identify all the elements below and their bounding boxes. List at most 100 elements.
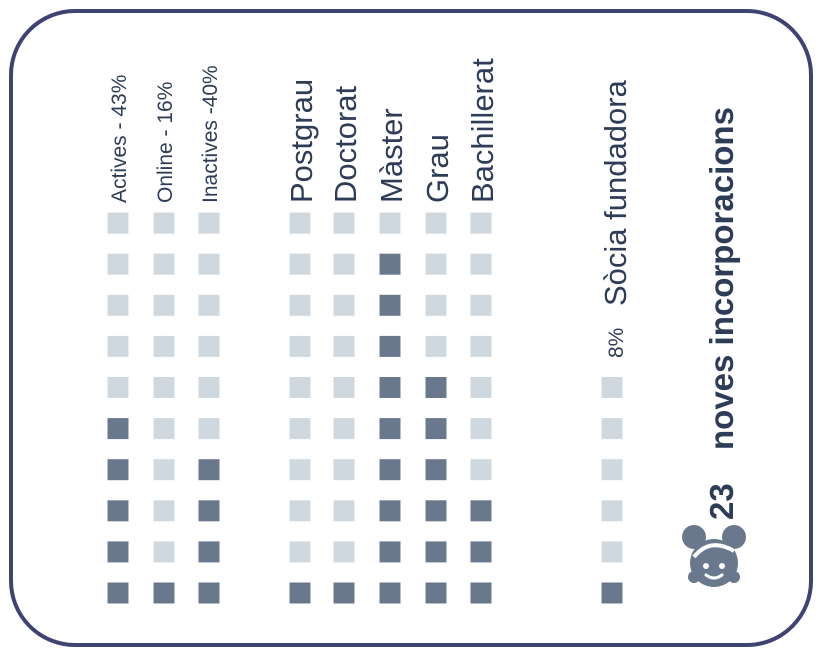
waffle-cell <box>289 541 311 563</box>
waffle-cell <box>107 335 129 357</box>
waffle-cell <box>107 500 129 522</box>
waffle-cell <box>470 253 492 275</box>
waffle-cells <box>107 212 623 604</box>
waffle-cell <box>333 541 355 563</box>
waffle-cell <box>153 377 175 398</box>
waffle-cell <box>289 335 311 357</box>
waffle-cell <box>470 212 492 234</box>
waffle-cell <box>470 459 492 481</box>
chart-title: noves incorporacions <box>703 107 740 450</box>
waffle-cell <box>107 459 129 481</box>
waffle-cell <box>333 253 355 275</box>
series-label: Grau <box>420 134 455 203</box>
waffle-cell <box>289 500 311 522</box>
waffle-cell <box>153 253 175 275</box>
waffle-cell <box>198 459 220 481</box>
waffle-cell <box>470 582 492 604</box>
waffle-cell <box>107 377 129 398</box>
waffle-cell <box>153 418 175 440</box>
waffle-cell <box>153 459 175 481</box>
waffle-cell <box>198 377 220 398</box>
waffle-cell <box>601 418 623 440</box>
waffle-cell <box>198 541 220 563</box>
waffle-cell <box>425 418 447 440</box>
waffle-cell <box>379 418 401 440</box>
waffle-cell <box>425 500 447 522</box>
waffle-cell <box>425 459 447 481</box>
waffle-cell <box>198 500 220 522</box>
waffle-cell <box>107 541 129 563</box>
waffle-cell <box>107 418 129 440</box>
waffle-cell <box>470 335 492 357</box>
waffle-cell <box>289 377 311 398</box>
series-label: Actives - 43% <box>108 75 131 203</box>
waffle-cell <box>470 377 492 398</box>
waffle-cell <box>198 212 220 234</box>
series-label: Sòcia fundadora <box>598 79 633 306</box>
waffle-cell <box>425 541 447 563</box>
waffle-cell <box>425 212 447 234</box>
waffle-cell <box>379 294 401 316</box>
waffle-cell <box>289 294 311 316</box>
waffle-cell <box>153 294 175 316</box>
waffle-cell <box>333 582 355 604</box>
waffle-cell <box>379 253 401 275</box>
waffle-cell <box>107 294 129 316</box>
waffle-cell <box>425 335 447 357</box>
waffle-cell <box>601 459 623 481</box>
waffle-cell <box>470 418 492 440</box>
series-label: Doctorat <box>328 85 363 203</box>
waffle-cell <box>601 541 623 563</box>
series-label: Màster <box>374 108 409 203</box>
waffle-cell <box>107 582 129 604</box>
waffle-cell <box>107 253 129 275</box>
series-label: Online - 16% <box>154 82 177 203</box>
series-label: Inactives -40% <box>199 65 222 203</box>
waffle-cell <box>289 212 311 234</box>
waffle-cell <box>289 253 311 275</box>
waffle-cell <box>153 541 175 563</box>
waffle-cell <box>198 253 220 275</box>
waffle-cell <box>333 377 355 398</box>
waffle-cell <box>333 335 355 357</box>
series-percent: 8% <box>605 328 628 358</box>
waffle-cell <box>333 418 355 440</box>
series-labels: Actives - 43% Online - 16% Inactives -40% P… <box>108 58 633 358</box>
series-label: Postgrau <box>284 79 319 203</box>
total-count: 23 <box>703 483 740 520</box>
waffle-cell <box>425 253 447 275</box>
waffle-cell <box>601 500 623 522</box>
waffle-cell <box>470 500 492 522</box>
waffle-cell <box>425 582 447 604</box>
waffle-cell <box>153 335 175 357</box>
waffle-cell <box>198 418 220 440</box>
waffle-cell <box>198 582 220 604</box>
waffle-cell <box>379 582 401 604</box>
waffle-cell <box>289 418 311 440</box>
waffle-cell <box>379 377 401 398</box>
waffle-cell <box>333 294 355 316</box>
girl-face-icon <box>682 525 746 587</box>
waffle-cell <box>289 459 311 481</box>
waffle-cell <box>107 212 129 234</box>
waffle-cell <box>470 294 492 316</box>
waffle-cell <box>333 500 355 522</box>
waffle-cell <box>379 459 401 481</box>
waffle-cell <box>198 335 220 357</box>
waffle-cell <box>198 294 220 316</box>
waffle-cell <box>379 335 401 357</box>
waffle-cell <box>333 212 355 234</box>
waffle-cell <box>470 541 492 563</box>
waffle-cell <box>289 582 311 604</box>
waffle-cell <box>379 500 401 522</box>
series-label: Bachillerat <box>465 58 500 203</box>
waffle-cell <box>425 377 447 398</box>
waffle-cell <box>379 541 401 563</box>
waffle-cell <box>601 377 623 398</box>
card-frame <box>9 9 813 647</box>
waffle-cell <box>333 459 355 481</box>
waffle-cell <box>153 500 175 522</box>
waffle-cell <box>153 212 175 234</box>
waffle-cell <box>601 582 623 604</box>
